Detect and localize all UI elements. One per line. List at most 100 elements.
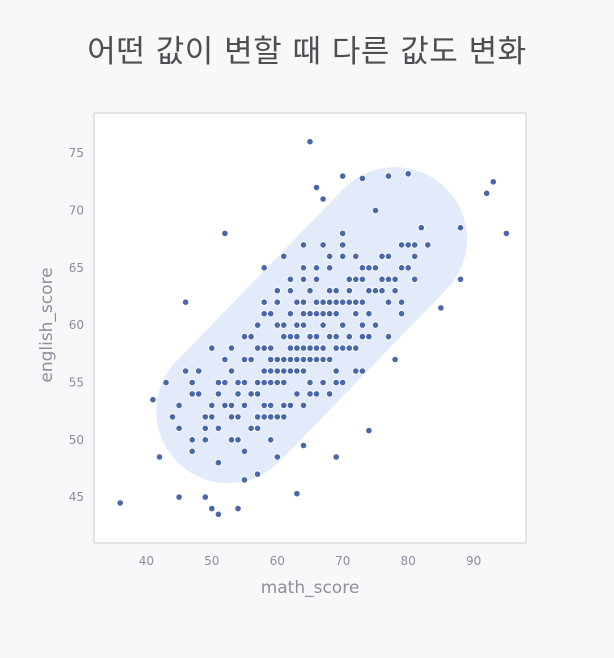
data-point bbox=[234, 413, 242, 421]
data-point bbox=[280, 252, 288, 260]
data-point bbox=[162, 378, 170, 387]
data-point bbox=[483, 189, 491, 197]
points-layer bbox=[116, 138, 510, 518]
data-point bbox=[299, 355, 308, 364]
data-point bbox=[267, 355, 275, 364]
data-point bbox=[358, 174, 366, 182]
data-point bbox=[365, 332, 373, 341]
data-point bbox=[352, 275, 360, 283]
data-point bbox=[332, 378, 340, 387]
data-point bbox=[227, 367, 236, 375]
data-point bbox=[345, 275, 353, 283]
data-point bbox=[260, 344, 268, 352]
data-point bbox=[267, 367, 275, 375]
y-tick-label: 45 bbox=[69, 490, 84, 504]
data-point bbox=[214, 459, 222, 467]
data-point bbox=[149, 396, 157, 404]
data-point bbox=[358, 275, 366, 283]
data-point bbox=[339, 252, 347, 260]
data-point bbox=[306, 378, 314, 387]
data-point bbox=[116, 499, 124, 507]
data-point bbox=[299, 367, 308, 375]
data-point bbox=[188, 390, 196, 398]
data-point bbox=[312, 355, 321, 364]
data-point bbox=[306, 138, 314, 146]
data-point bbox=[293, 332, 301, 341]
data-point bbox=[332, 310, 340, 318]
data-point bbox=[280, 401, 288, 409]
data-point bbox=[286, 287, 294, 295]
y-tick-label: 60 bbox=[69, 318, 84, 332]
data-point bbox=[358, 367, 366, 375]
data-point bbox=[201, 413, 209, 421]
data-point bbox=[339, 378, 347, 387]
data-point bbox=[391, 275, 399, 283]
data-point bbox=[188, 447, 196, 455]
data-point bbox=[352, 298, 360, 306]
data-point bbox=[319, 321, 327, 329]
data-point bbox=[201, 493, 209, 501]
data-point bbox=[254, 321, 262, 329]
data-point bbox=[397, 310, 406, 318]
data-point bbox=[319, 310, 327, 318]
data-point bbox=[312, 344, 321, 352]
data-point bbox=[280, 321, 288, 329]
data-point bbox=[325, 332, 334, 341]
data-point bbox=[411, 252, 419, 260]
data-point bbox=[267, 378, 275, 387]
x-tick-label: 90 bbox=[466, 554, 481, 568]
data-point bbox=[260, 367, 268, 375]
data-point bbox=[273, 413, 281, 421]
data-point bbox=[273, 287, 281, 295]
y-axis-label: english_score bbox=[37, 267, 57, 382]
data-point bbox=[260, 310, 268, 318]
data-point bbox=[319, 241, 327, 249]
data-point bbox=[345, 344, 353, 352]
data-point bbox=[247, 424, 255, 432]
data-point bbox=[201, 436, 209, 444]
y-tick-label: 75 bbox=[69, 146, 84, 160]
data-point bbox=[345, 298, 353, 306]
data-point bbox=[234, 390, 242, 398]
data-point bbox=[280, 367, 288, 375]
x-tick-label: 50 bbox=[204, 554, 219, 568]
data-point bbox=[358, 321, 366, 329]
data-point bbox=[384, 172, 393, 180]
data-point bbox=[371, 206, 380, 215]
data-point bbox=[214, 378, 222, 387]
data-point bbox=[182, 367, 190, 375]
data-point bbox=[195, 367, 203, 375]
data-point bbox=[411, 275, 419, 283]
data-point bbox=[299, 321, 308, 329]
data-point bbox=[267, 401, 275, 409]
data-point bbox=[260, 413, 268, 421]
page-title: 어떤 값이 변할 때 다른 값도 변화 bbox=[87, 34, 527, 70]
data-point bbox=[352, 310, 360, 318]
data-point bbox=[312, 390, 321, 398]
data-point bbox=[273, 355, 281, 364]
data-point bbox=[312, 298, 321, 306]
data-point bbox=[332, 332, 340, 341]
data-point bbox=[352, 367, 360, 375]
data-point bbox=[365, 264, 373, 272]
data-point bbox=[273, 298, 281, 306]
data-point bbox=[273, 321, 281, 329]
data-point bbox=[201, 424, 209, 432]
data-point bbox=[306, 287, 314, 295]
data-point bbox=[339, 298, 347, 306]
data-point bbox=[293, 321, 301, 329]
data-point bbox=[286, 332, 294, 341]
data-point bbox=[208, 344, 216, 352]
data-point bbox=[358, 332, 366, 341]
data-point bbox=[293, 298, 301, 306]
y-tick-label: 50 bbox=[69, 433, 84, 447]
data-point bbox=[247, 355, 255, 364]
data-point bbox=[325, 310, 334, 318]
y-ticks: 45 50 55 60 65 70 75 bbox=[69, 146, 84, 504]
data-point bbox=[254, 424, 262, 432]
data-point bbox=[254, 413, 262, 421]
data-point bbox=[365, 287, 373, 295]
data-point bbox=[378, 275, 386, 283]
x-tick-label: 70 bbox=[335, 554, 350, 568]
data-point bbox=[319, 298, 327, 306]
